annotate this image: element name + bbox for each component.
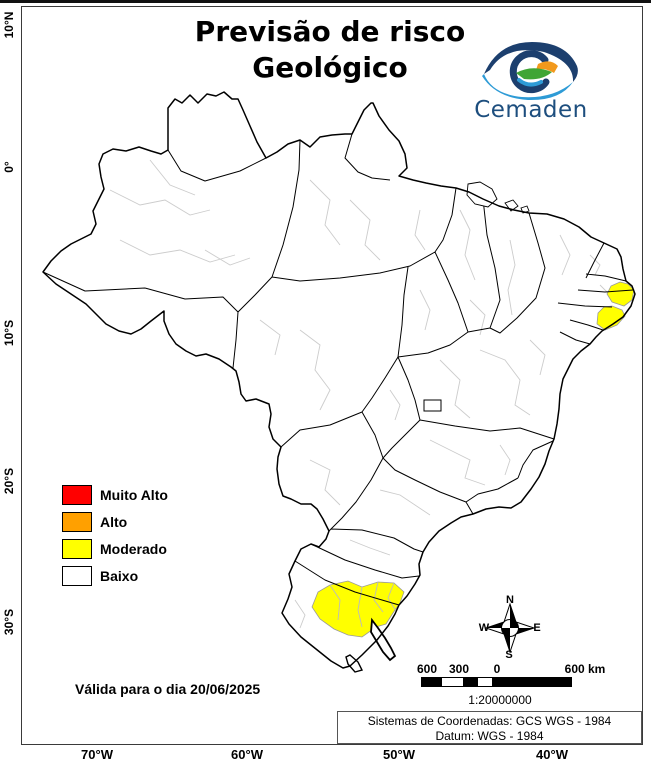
legend-label-moderado: Moderado [100,541,167,557]
scale-ratio: 1:20000000 [468,693,532,707]
scale-bar [421,677,572,687]
lat-label-10s: 10°S [2,319,16,347]
distrito-federal-outline [423,399,442,412]
compass-north-label: N [506,594,514,606]
legend-item-alto: Alto [62,512,168,532]
projection-info-box: Sistemas de Coordenadas: GCS WGS - 1984 … [337,711,642,744]
legend-item-moderado: Moderado [62,539,168,559]
scale-segment [477,677,493,687]
legend-item-baixo: Baixo [62,566,168,586]
legend-swatch-alto [62,512,92,532]
lat-label-20s: 20°S [2,467,16,495]
lat-label-0: 0° [2,161,16,173]
cemaden-logo-icon [482,42,578,101]
scale-label-600-left: 600 [416,662,438,676]
state-borders [42,133,634,606]
risk-area-moderado-ne1 [606,281,635,307]
lagoa-dos-patos [370,617,397,662]
compass-east-label: E [533,622,541,634]
lon-label-60w: 60°W [231,747,263,762]
projection-line-1: Sistemas de Coordenadas: GCS WGS - 1984 [367,714,612,728]
legend-label-alto: Alto [100,514,128,530]
legend-swatch-baixo [62,566,92,586]
lat-label-30s: 30°S [2,608,16,636]
scale-segment [492,677,572,687]
lagoa-mirim [345,654,364,673]
scale-label-600-km: 600 km [564,662,606,676]
lon-label-40w: 40°W [536,747,568,762]
risk-area-moderado-ne2 [596,305,626,331]
scale-segment [421,677,442,687]
lon-label-70w: 70°W [81,747,113,762]
title-line-2: Geológico [252,51,408,84]
compass-west-label: W [478,622,490,634]
lat-label-10n: 10°N [2,11,16,39]
municipality-borders [109,159,611,629]
municipality-borders-yellow [329,581,397,628]
page-top-border [0,0,651,3]
lon-label-50w: 50°W [383,747,415,762]
compass-rose [484,602,536,654]
legend-label-muito-alto: Muito Alto [100,487,168,503]
cemaden-logo-text: Cemaden [474,97,588,123]
risk-legend: Muito Alto Alto Moderado Baixo [62,485,168,593]
title-line-1: Previsão de risco [194,15,466,48]
legend-label-baixo: Baixo [100,568,139,584]
page-title: Previsão de risco Geológico [155,14,505,86]
legend-item-muito-alto: Muito Alto [62,485,168,505]
scale-segment [463,677,478,687]
scale-label-300: 300 [448,662,470,676]
legend-swatch-moderado [62,539,92,559]
scale-segment [441,677,464,687]
brazil-outline [42,91,636,669]
projection-line-2: Datum: WGS - 1984 [435,729,544,743]
validity-date: Válida para o dia 20/06/2025 [75,681,261,697]
legend-swatch-muito-alto [62,485,92,505]
map-frame [21,6,643,745]
scale-label-0: 0 [493,662,501,676]
compass-south-label: S [505,649,513,661]
